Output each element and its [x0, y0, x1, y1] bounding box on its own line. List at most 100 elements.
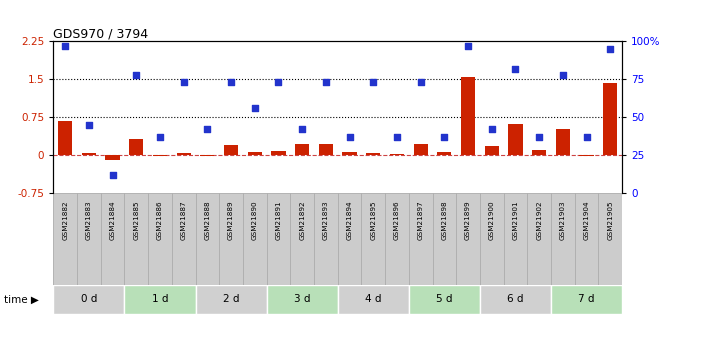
- Point: [178, 80, 189, 85]
- Point: [320, 80, 331, 85]
- Bar: [219, 193, 243, 285]
- Bar: [53, 193, 77, 285]
- Bar: [551, 285, 622, 314]
- Point: [83, 122, 95, 128]
- Text: GSM21892: GSM21892: [299, 200, 305, 240]
- Text: GSM21900: GSM21900: [488, 200, 495, 240]
- Point: [296, 127, 308, 132]
- Text: GSM21903: GSM21903: [560, 200, 566, 240]
- Bar: [485, 146, 499, 155]
- Bar: [432, 193, 456, 285]
- Bar: [272, 151, 286, 155]
- Text: GSM21893: GSM21893: [323, 200, 329, 240]
- Point: [415, 80, 427, 85]
- Text: GSM21894: GSM21894: [346, 200, 353, 240]
- Text: GSM21904: GSM21904: [584, 200, 589, 240]
- Point: [344, 134, 356, 140]
- Bar: [574, 193, 599, 285]
- Text: 0 d: 0 d: [80, 294, 97, 304]
- Point: [486, 127, 498, 132]
- Text: GSM21885: GSM21885: [133, 200, 139, 240]
- Bar: [314, 193, 338, 285]
- Point: [60, 43, 71, 49]
- Bar: [124, 193, 148, 285]
- Bar: [267, 193, 290, 285]
- Bar: [196, 285, 267, 314]
- Point: [391, 134, 402, 140]
- Text: GSM21899: GSM21899: [465, 200, 471, 240]
- Text: GSM21882: GSM21882: [62, 200, 68, 240]
- Point: [439, 134, 450, 140]
- Text: 2 d: 2 d: [223, 294, 240, 304]
- Bar: [480, 285, 551, 314]
- Text: GSM21901: GSM21901: [513, 200, 518, 240]
- Text: 4 d: 4 d: [365, 294, 382, 304]
- Bar: [290, 193, 314, 285]
- Bar: [267, 285, 338, 314]
- Bar: [295, 144, 309, 155]
- Bar: [338, 193, 361, 285]
- Text: GSM21884: GSM21884: [109, 200, 116, 240]
- Point: [581, 134, 592, 140]
- Text: GSM21898: GSM21898: [442, 200, 447, 240]
- Bar: [437, 152, 451, 155]
- Text: 6 d: 6 d: [507, 294, 524, 304]
- Point: [510, 66, 521, 71]
- Point: [107, 172, 118, 178]
- Bar: [201, 155, 215, 156]
- Point: [202, 127, 213, 132]
- Text: 7 d: 7 d: [578, 294, 595, 304]
- Text: 1 d: 1 d: [151, 294, 169, 304]
- Text: GSM21889: GSM21889: [228, 200, 234, 240]
- Point: [273, 80, 284, 85]
- Text: GSM21902: GSM21902: [536, 200, 542, 240]
- Text: GSM21887: GSM21887: [181, 200, 187, 240]
- Bar: [409, 193, 432, 285]
- Text: GSM21905: GSM21905: [607, 200, 614, 240]
- Bar: [224, 145, 238, 155]
- Bar: [532, 150, 546, 155]
- Bar: [53, 285, 124, 314]
- Bar: [385, 193, 409, 285]
- Bar: [361, 193, 385, 285]
- Bar: [456, 193, 480, 285]
- Point: [154, 134, 166, 140]
- Text: GSM21896: GSM21896: [394, 200, 400, 240]
- Bar: [414, 144, 428, 155]
- Bar: [390, 154, 404, 155]
- Text: time ▶: time ▶: [4, 294, 38, 304]
- Point: [533, 134, 545, 140]
- Bar: [148, 193, 172, 285]
- Point: [249, 106, 260, 111]
- Point: [604, 46, 616, 52]
- Bar: [176, 153, 191, 155]
- Bar: [599, 193, 622, 285]
- Text: GSM21897: GSM21897: [417, 200, 424, 240]
- Point: [462, 43, 474, 49]
- Bar: [153, 155, 167, 156]
- Bar: [556, 129, 570, 155]
- Point: [368, 80, 379, 85]
- Text: 5 d: 5 d: [436, 294, 453, 304]
- Text: GSM21891: GSM21891: [275, 200, 282, 240]
- Bar: [319, 144, 333, 155]
- Text: GSM21888: GSM21888: [204, 200, 210, 240]
- Bar: [101, 193, 124, 285]
- Bar: [58, 121, 73, 155]
- Bar: [338, 285, 409, 314]
- Bar: [82, 153, 96, 155]
- Bar: [105, 155, 119, 160]
- Bar: [551, 193, 574, 285]
- Bar: [528, 193, 551, 285]
- Point: [225, 80, 237, 85]
- Point: [557, 72, 569, 78]
- Bar: [343, 152, 357, 155]
- Text: GSM21890: GSM21890: [252, 200, 258, 240]
- Bar: [172, 193, 196, 285]
- Bar: [579, 155, 594, 156]
- Bar: [77, 193, 101, 285]
- Text: GDS970 / 3794: GDS970 / 3794: [53, 27, 149, 40]
- Bar: [603, 83, 617, 155]
- Text: GSM21895: GSM21895: [370, 200, 376, 240]
- Bar: [409, 285, 480, 314]
